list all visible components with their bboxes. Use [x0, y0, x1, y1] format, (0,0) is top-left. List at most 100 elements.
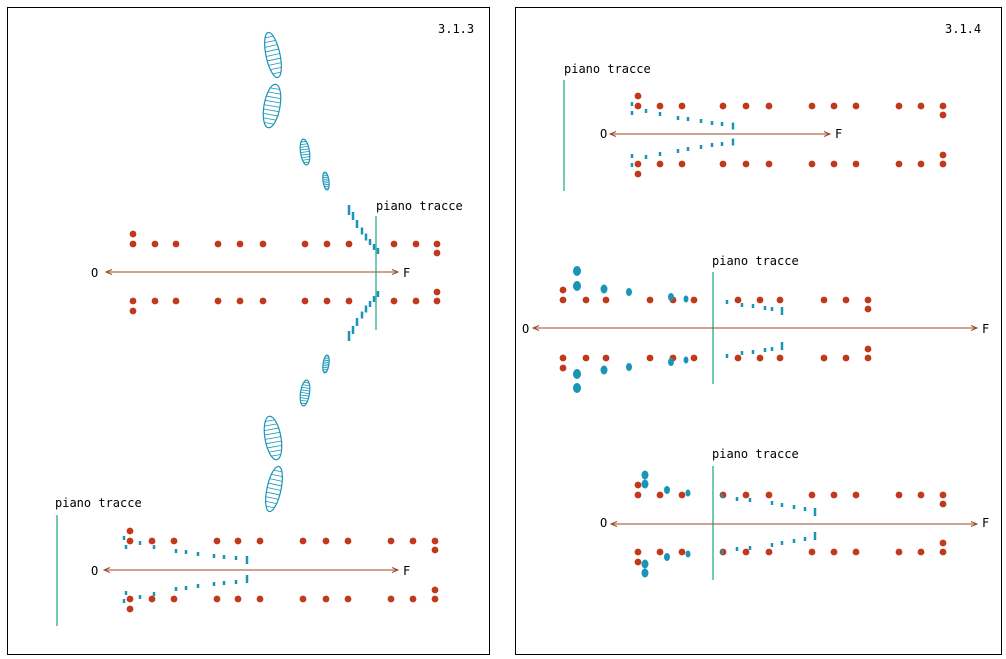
array-dot — [344, 595, 352, 603]
array-dot — [656, 491, 664, 499]
trace-ellipse-hatch — [264, 122, 274, 125]
trace-ellipse-hatch — [269, 478, 283, 482]
array-dot — [895, 491, 903, 499]
trace-mark — [376, 248, 380, 254]
array-dot — [322, 595, 330, 603]
array-dot — [765, 102, 773, 110]
array-dot — [656, 160, 664, 168]
array-dot — [323, 240, 331, 248]
array-dot — [852, 491, 860, 499]
array-dot — [734, 354, 742, 362]
trace-ellipse-hatch — [323, 183, 330, 186]
trace-mark — [731, 138, 735, 146]
trace-mark — [751, 304, 755, 308]
array-dot — [412, 240, 420, 248]
trace-ellipse-hatch — [324, 357, 330, 360]
array-dot — [634, 481, 642, 489]
trace-mark — [748, 546, 752, 550]
array-dot — [148, 537, 156, 545]
trace-ellipse-hatch — [265, 419, 275, 422]
plane-label-right-2: piano tracce — [712, 254, 799, 268]
axis-arrowhead — [970, 521, 979, 527]
array-dot — [301, 297, 309, 305]
trace-ellipse-hatch — [264, 427, 279, 432]
labels: piano tracce O F piano tracce O F piano … — [55, 62, 989, 578]
trace-mark — [152, 545, 156, 549]
trace-mark — [245, 556, 249, 564]
trace-ellipse-hatch — [322, 178, 329, 181]
trace-ellipse-hatch — [323, 173, 327, 175]
array-dot — [148, 595, 156, 603]
array-dot — [742, 102, 750, 110]
trace-mark — [212, 582, 216, 586]
trace-ellipse-hatch — [303, 161, 310, 164]
array-dot — [412, 297, 420, 305]
array-dot — [830, 548, 838, 556]
trace-ellipse-hatch — [323, 181, 330, 184]
array-dot — [756, 354, 764, 362]
array-dot — [939, 491, 947, 499]
trace-mark — [152, 592, 156, 596]
trace-blob — [668, 293, 674, 301]
array-dot — [756, 296, 764, 304]
trace-ellipse-hatch — [300, 394, 310, 397]
trace-ellipse-hatch — [267, 444, 282, 449]
array-dot — [719, 160, 727, 168]
array-dot — [939, 500, 947, 508]
array-dot — [213, 537, 221, 545]
trace-mark — [725, 300, 729, 304]
array-dot — [634, 170, 642, 178]
origin-label-right-2: O — [522, 322, 529, 336]
trace-mark — [364, 233, 368, 241]
trace-mark — [122, 536, 126, 540]
trace-mark — [124, 545, 128, 549]
trace-mark — [770, 307, 774, 311]
trace-mark — [792, 505, 796, 509]
trace-mark — [720, 550, 724, 554]
array-dot — [582, 354, 590, 362]
array-dot — [678, 160, 686, 168]
array-dot — [864, 296, 872, 304]
trace-mark — [184, 550, 188, 554]
trace-mark — [686, 117, 690, 121]
trace-ellipse-hatch — [322, 174, 328, 177]
trace-mark — [813, 532, 817, 540]
trace-ellipse-hatch — [323, 359, 330, 362]
axis-arrowhead — [970, 325, 979, 331]
axis-arrowhead — [104, 269, 113, 275]
focus-label-left-top: F — [403, 266, 410, 280]
array-dot — [213, 595, 221, 603]
trace-ellipse-hatch — [322, 180, 330, 182]
focus-label-right-1: F — [835, 127, 842, 141]
array-dot — [433, 240, 441, 248]
trace-mark — [770, 543, 774, 547]
array-dot — [431, 546, 439, 554]
array-dot — [820, 354, 828, 362]
trace-ellipse-hatch — [268, 62, 282, 66]
trace-ellipse-hatch — [300, 389, 310, 392]
array-dot — [852, 548, 860, 556]
array-dot — [602, 296, 610, 304]
plane-label-left-bottom: piano tracce — [55, 496, 142, 510]
trace-mark — [644, 155, 648, 159]
trace-ellipse-hatch — [325, 187, 329, 189]
axis-arrowhead — [609, 521, 618, 527]
array-dot — [323, 297, 331, 305]
array-dot — [742, 160, 750, 168]
trace-mark — [792, 539, 796, 543]
trace-mark — [360, 311, 364, 319]
trace-mark — [780, 503, 784, 507]
array-dot — [345, 240, 353, 248]
trace-mark — [780, 307, 784, 315]
array-dot — [234, 537, 242, 545]
trace-ellipse-hatch — [273, 469, 283, 473]
array-dot — [776, 354, 784, 362]
trace-ellipse-hatch — [265, 436, 281, 440]
trace-blob — [626, 363, 632, 371]
trace-ellipse-hatch — [270, 66, 282, 71]
trace-ellipse-hatch — [268, 449, 282, 453]
panel-left-frame — [7, 7, 490, 655]
array-dot — [431, 537, 439, 545]
trace-mark — [184, 586, 188, 590]
